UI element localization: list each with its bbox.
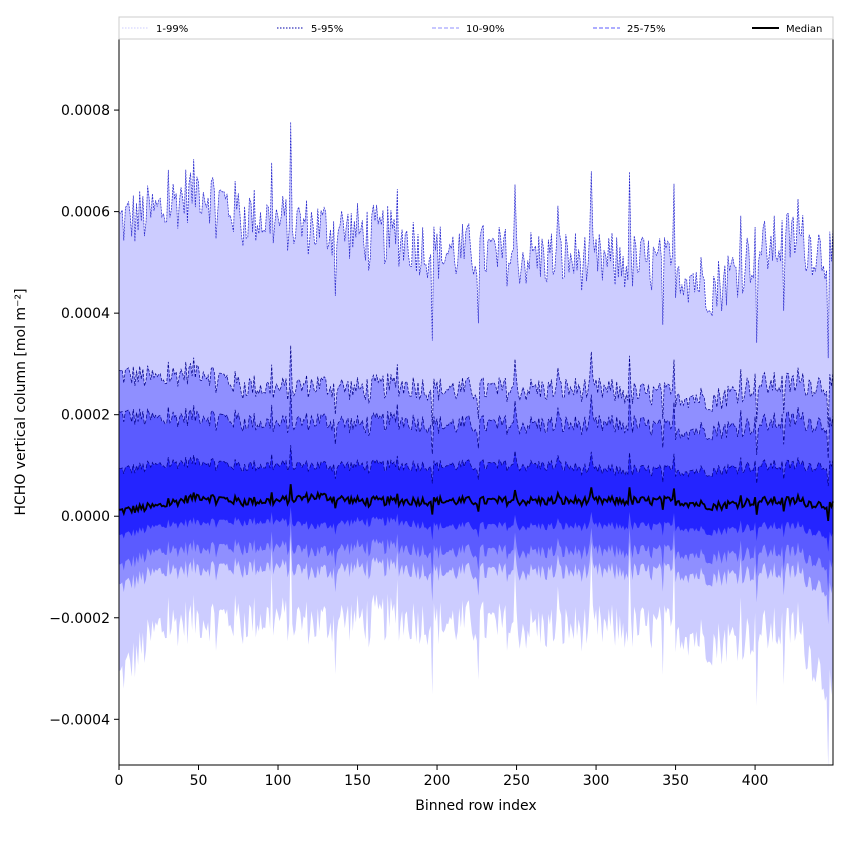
x-tick-label: 150 bbox=[344, 773, 371, 789]
y-tick-label: 0.0008 bbox=[61, 103, 110, 119]
y-tick-label: −0.0004 bbox=[49, 712, 110, 728]
legend-label: 5-95% bbox=[311, 24, 343, 35]
y-tick-label: −0.0002 bbox=[49, 611, 110, 627]
x-tick-label: 400 bbox=[742, 773, 769, 789]
median-line bbox=[119, 484, 834, 522]
x-tick-label: 350 bbox=[662, 773, 689, 789]
x-axis-label: Binned row index bbox=[415, 798, 536, 814]
y-axis-ticks: −0.0004 −0.0002 0.0000 0.0002 0.0004 0.0006 0.… bbox=[49, 103, 119, 728]
band-25-75% bbox=[119, 445, 833, 552]
x-tick-label: 300 bbox=[583, 773, 610, 789]
legend-box bbox=[118, 16, 834, 40]
x-axis-ticks: 0 50 100 150 200 250 300 350 400 bbox=[115, 765, 769, 789]
line-upper-5-95% bbox=[118, 345, 834, 428]
legend: 1-99% 5-95% 10-90% 25-75% Median bbox=[118, 16, 834, 40]
x-tick-label: 100 bbox=[265, 773, 292, 789]
legend-label: Median bbox=[786, 24, 822, 35]
x-tick-label: 0 bbox=[115, 773, 124, 789]
y-tick-label: 0.0006 bbox=[61, 205, 110, 221]
legend-label: 25-75% bbox=[627, 24, 666, 35]
percentile-bands bbox=[119, 122, 833, 769]
percentile-lines bbox=[118, 121, 834, 522]
y-tick-label: 0.0004 bbox=[61, 306, 110, 322]
line-upper-10-90% bbox=[118, 389, 834, 459]
x-tick-label: 200 bbox=[424, 773, 451, 789]
y-tick-label: 0.0002 bbox=[61, 408, 110, 424]
line-upper-1-99% bbox=[118, 121, 834, 359]
line-upper-25-75% bbox=[118, 445, 834, 487]
x-tick-label: 50 bbox=[190, 773, 208, 789]
y-axis-label: HCHO vertical column [mol m⁻²] bbox=[13, 288, 29, 515]
y-tick-label: 0.0000 bbox=[61, 509, 110, 525]
legend-label: 1-99% bbox=[156, 24, 188, 35]
legend-label: 10-90% bbox=[466, 24, 505, 35]
x-tick-label: 250 bbox=[503, 773, 530, 789]
